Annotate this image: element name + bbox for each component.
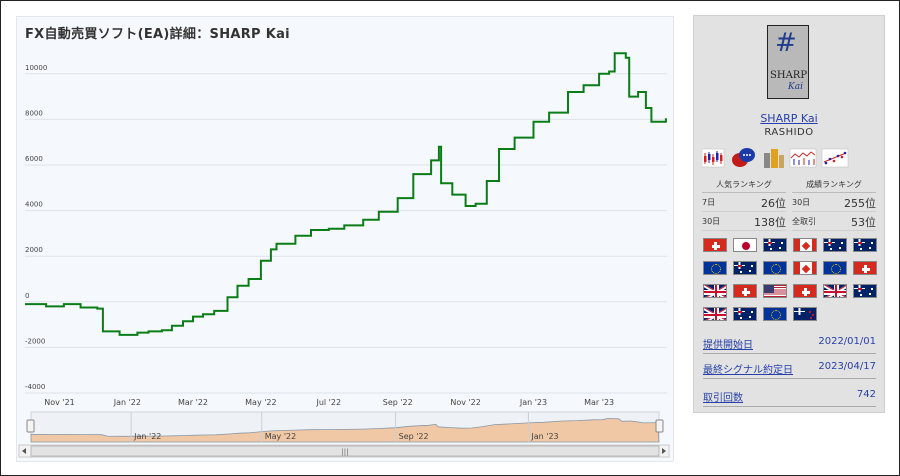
navigator-tick-label: Sep '22 [399, 432, 429, 441]
ch-flag-icon[interactable] [733, 284, 757, 298]
performance-ranking-header: 成績ランキング [792, 179, 876, 193]
navigator-tick-label: Jan '23 [530, 432, 558, 441]
scroll-right-arrow-icon[interactable] [662, 448, 666, 454]
ranking-value: 138位 [754, 216, 786, 229]
info-value[interactable]: 742 [856, 389, 876, 400]
ranking-row: 全取引 53位 [792, 212, 876, 231]
ranking-label: 30日 [702, 217, 721, 226]
scatter-chart-icon [821, 148, 849, 168]
ranking-row: 7日 26位 [702, 193, 786, 212]
logo-symbol: # [775, 28, 797, 58]
scrollbar-grip[interactable]: ||| [341, 448, 348, 456]
speech-bubbles-icon [732, 148, 755, 167]
x-tick-label: Sep '22 [383, 398, 413, 407]
ch-flag-icon[interactable] [853, 261, 877, 275]
navigator-tick-label: Jan '22 [133, 432, 161, 441]
ranking-label: 全取引 [792, 217, 816, 226]
x-tick-label: Mar '22 [178, 398, 208, 407]
navigator-tick-label: May '22 [265, 432, 296, 441]
gb-flag-icon[interactable] [703, 307, 727, 321]
popularity-ranking: 人気ランキング 7日 26位 30日 138位 [702, 179, 786, 231]
au-flag-icon[interactable] [733, 307, 757, 321]
us-flag-icon[interactable] [763, 284, 787, 298]
au-flag-icon[interactable] [763, 238, 787, 252]
equity-chart: FX自動売買ソフト(EA)詳細：SHARP Kai 10000 8000 6000 4… [16, 16, 674, 462]
ranking-label: 7日 [702, 198, 716, 207]
info-label[interactable]: 最終シグナル約定日 [703, 365, 793, 376]
x-tick-label: Jan '23 [519, 398, 547, 407]
x-tick-label: Mar '23 [584, 398, 614, 407]
navigator-left-handle[interactable] [26, 419, 35, 433]
scrollbar-thumb[interactable] [30, 445, 660, 457]
y-tick-label: 4000 [25, 201, 43, 209]
au-flag-icon[interactable] [853, 284, 877, 298]
chart-title: FX自動売買ソフト(EA)詳細：SHARP Kai [25, 27, 290, 42]
x-tick-label: Jan '22 [113, 398, 141, 407]
coin-stack-icon [764, 149, 784, 168]
y-tick-label: -2000 [25, 337, 45, 345]
gb-flag-icon[interactable] [703, 284, 727, 298]
ca-flag-icon[interactable] [793, 261, 817, 275]
au-flag-icon[interactable] [853, 238, 877, 252]
popularity-ranking-header: 人気ランキング [702, 179, 786, 193]
eu-flag-icon[interactable] [823, 261, 847, 275]
x-tick-label: Jul '22 [315, 398, 341, 407]
navigator-area [30, 418, 660, 443]
y-tick-label: 0 [25, 292, 29, 300]
chart-svg: 10000 8000 6000 4000 2000 0 -2000 -4000 Nov '21 J… [18, 52, 670, 458]
info-label[interactable]: 提供開始日 [703, 340, 753, 351]
y-tick-label: -4000 [25, 383, 45, 391]
author-name: RASHIDO [764, 127, 814, 138]
info-value: 2023/04/17 [818, 361, 876, 372]
candlestick-chart-icon [702, 148, 725, 168]
y-tick-label: 8000 [25, 109, 43, 117]
indicator-chart-icon [789, 148, 817, 168]
logo-text: SHARP [770, 70, 808, 81]
product-name-link[interactable]: SHARP Kai [760, 112, 818, 125]
ca-flag-icon[interactable] [793, 238, 817, 252]
ranking-row: 30日 138位 [702, 212, 786, 231]
x-tick-label: May '22 [245, 398, 276, 407]
ranking-label: 30日 [792, 198, 811, 207]
navigator-right-handle[interactable] [655, 419, 664, 433]
x-tick-label: Nov '21 [44, 398, 75, 407]
x-tick-label: Nov '22 [450, 398, 481, 407]
ch-flag-icon[interactable] [793, 284, 817, 298]
info-label[interactable]: 取引回数 [703, 393, 743, 404]
eu-flag-icon[interactable] [763, 261, 787, 275]
product-logo[interactable]: # SHARP Kai [767, 25, 809, 99]
gb-flag-icon[interactable] [823, 284, 847, 298]
ranking-value: 255位 [844, 197, 876, 210]
eu-flag-icon[interactable] [703, 261, 727, 275]
feature-icons [702, 148, 849, 168]
info-value: 2022/01/01 [818, 336, 876, 347]
product-sidebar: # SHARP Kai SHARP Kai RASHIDO [693, 15, 885, 413]
y-tick-label: 10000 [25, 64, 47, 72]
info-row-start-date: 提供開始日 2022/01/01 [703, 333, 876, 354]
logo-subtext: Kai [788, 82, 803, 92]
nz-flag-icon[interactable] [793, 307, 817, 321]
info-row-last-signal: 最終シグナル約定日 2023/04/17 [703, 358, 876, 379]
scroll-left-arrow-icon[interactable] [22, 448, 26, 454]
au-flag-icon[interactable] [733, 261, 757, 275]
y-tick-label: 2000 [25, 246, 43, 254]
ranking-row: 30日 255位 [792, 193, 876, 212]
performance-ranking: 成績ランキング 30日 255位 全取引 53位 [792, 179, 876, 231]
y-tick-label: 6000 [25, 155, 43, 163]
jp-flag-icon[interactable] [733, 238, 757, 252]
ranking-value: 26位 [761, 197, 786, 210]
series-line [25, 52, 667, 336]
info-row-trade-count: 取引回数 742 [703, 386, 876, 407]
au-flag-icon[interactable] [823, 238, 847, 252]
ch-flag-icon[interactable] [703, 238, 727, 252]
eu-flag-icon[interactable] [763, 307, 787, 321]
ranking-value: 53位 [851, 216, 876, 229]
